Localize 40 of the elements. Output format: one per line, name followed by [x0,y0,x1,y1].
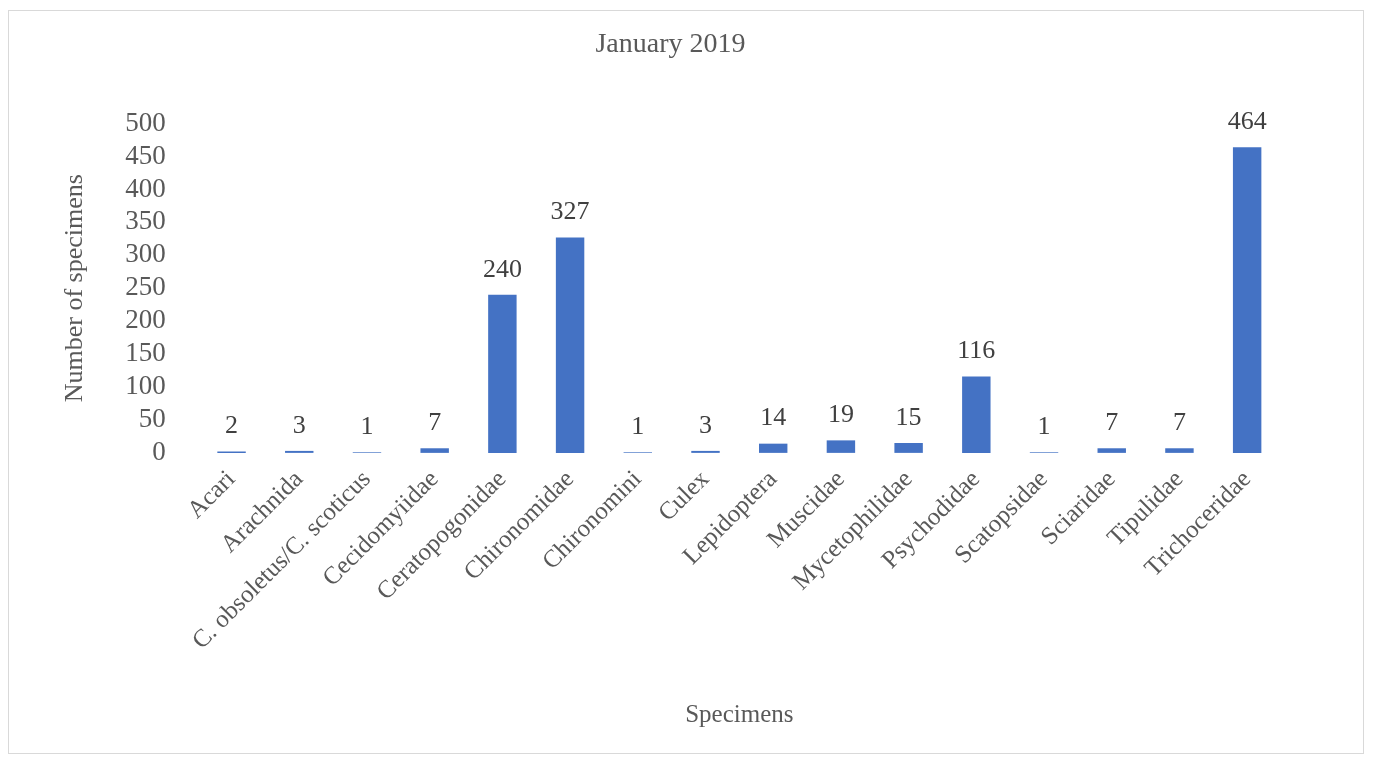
data-label: 19 [827,399,854,429]
bar [758,443,788,453]
data-label: 1 [1037,411,1051,441]
bar [826,440,856,453]
data-label: 240 [482,253,522,283]
y-tick-label: 150 [125,337,166,368]
data-label: 327 [550,196,590,226]
data-label: 15 [895,401,922,431]
bar [894,443,923,453]
data-label: 7 [1172,407,1186,437]
bar [1232,147,1262,453]
data-label: 1 [360,411,374,441]
bar [1097,448,1126,453]
data-label: 1 [631,411,645,441]
bar [488,294,517,453]
data-label: 7 [1105,407,1119,437]
y-tick-label: 250 [125,271,166,302]
y-tick-label: 450 [125,139,166,170]
data-label: 116 [957,335,996,365]
bar [420,448,449,453]
bar [1165,448,1194,453]
bar [962,376,991,453]
bar [555,237,585,453]
data-label: 14 [760,402,787,432]
y-tick-label: 350 [125,205,166,236]
data-label: 7 [428,407,442,437]
y-tick-label: 200 [125,304,166,335]
y-tick-label: 100 [125,370,166,401]
x-axis-title: Specimens [685,699,794,727]
data-label: 464 [1227,106,1267,136]
y-axis-title: Number of specimens [59,174,89,403]
chart-title: January 2019 [595,27,746,59]
data-label: 2 [225,410,239,440]
y-tick-label: 300 [125,238,166,269]
data-label: 3 [292,409,306,439]
data-label: 3 [699,409,712,439]
y-tick-label: 400 [125,172,166,203]
y-tick-label: 0 [152,435,166,466]
y-tick-label: 500 [125,106,166,137]
y-tick-label: 50 [138,403,166,434]
